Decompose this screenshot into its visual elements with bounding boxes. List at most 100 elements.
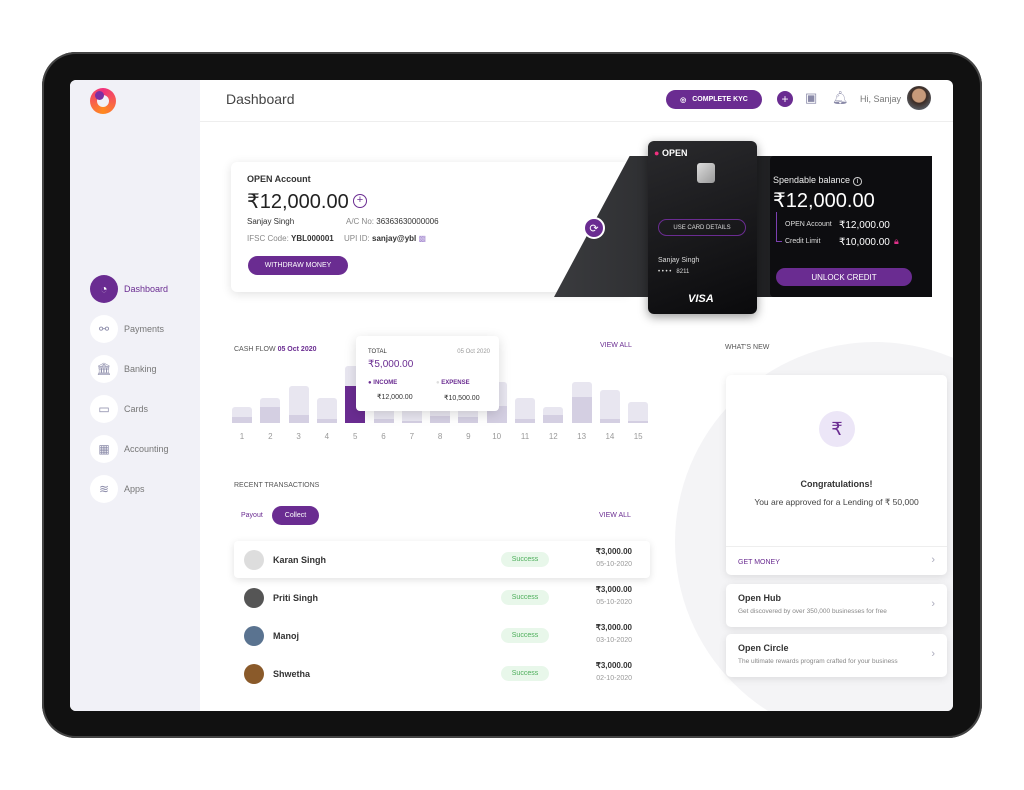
open-logo-icon: ● <box>654 148 660 158</box>
info-icon[interactable]: i <box>852 177 863 186</box>
sidebar-item-accounting[interactable]: ▦ Accounting <box>90 434 200 464</box>
get-money-label: GET MONEY <box>738 559 780 566</box>
bar-inner-14 <box>599 419 620 423</box>
bar-inner-9 <box>458 417 479 423</box>
layers-icon: ≋ <box>90 475 118 503</box>
avatar <box>244 625 264 646</box>
tab-payout[interactable]: Payout <box>241 512 263 519</box>
bell-icon[interactable]: 🔔︎ <box>832 90 849 105</box>
credit-limit-label: Credit Limit <box>785 238 821 245</box>
status-badge: Success <box>501 628 549 643</box>
status-badge: Success <box>501 552 549 567</box>
x-tick-label: 15 <box>633 432 643 441</box>
chevron-right-icon: › <box>931 598 935 610</box>
bar-11[interactable] <box>515 398 535 423</box>
cashflow-date[interactable]: 05 Oct 2020 <box>277 346 317 353</box>
bar-3[interactable] <box>288 386 309 423</box>
card-last4: 8211 <box>676 269 690 275</box>
transaction-amount: ₹3,000.00 <box>595 623 632 632</box>
bar-inner-2 <box>260 407 281 423</box>
open-account-amount: ₹12,000.00 <box>839 220 890 231</box>
x-tick-label: 9 <box>466 432 471 441</box>
open-hub-desc: Get discovered by over 350,000 businesse… <box>738 608 887 615</box>
bar-14[interactable] <box>599 390 620 423</box>
account-balance: ₹12,000.00 <box>247 191 349 213</box>
chevron-right-icon: › <box>931 554 935 566</box>
complete-kyc-button[interactable]: ◎ COMPLETE KYC <box>666 90 762 109</box>
speedometer-icon: ◔ <box>90 275 118 303</box>
payments-icon: ⚯ <box>90 315 118 343</box>
open-circle-card[interactable]: Open Circle The ultimate rewards program… <box>726 634 947 677</box>
transaction-amount: ₹3,000.00 <box>595 661 632 670</box>
x-tick-label: 6 <box>381 432 386 441</box>
transaction-date: 05-10-2020 <box>596 599 632 606</box>
card-brand: OPEN <box>661 148 688 158</box>
transaction-date: 05-10-2020 <box>596 561 632 568</box>
sidebar-item-payments[interactable]: ⚯ Payments <box>90 314 200 344</box>
x-tick-label: 3 <box>296 432 301 441</box>
tooltip-expense: ₹10,500.00 <box>444 395 480 402</box>
tooltip-income: ₹12,000.00 <box>377 394 413 401</box>
bar-inner-3 <box>288 415 309 423</box>
use-card-details-button[interactable]: USE CARD DETAILS <box>658 219 746 236</box>
transaction-row[interactable]: Karan Singh Success ₹3,000.00 05-10-2020 <box>234 541 650 578</box>
x-tick-label: 10 <box>492 432 502 441</box>
bar-4[interactable] <box>316 398 337 423</box>
x-tick-label: 12 <box>548 432 558 441</box>
spendable-balance-panel: Spendable balance i ₹12,000.00 OPEN Acco… <box>770 156 932 297</box>
qr-code-icon[interactable]: ▩ <box>418 234 427 243</box>
bar-15[interactable] <box>628 402 649 423</box>
bar-inner-7 <box>401 421 422 423</box>
account-holder: Sanjay Singh <box>247 217 295 226</box>
cashflow-tooltip: TOTAL 05 Oct 2020 ₹5,000.00 ● INCOME ₹12… <box>356 336 499 411</box>
open-account-label: OPEN Account <box>785 221 832 228</box>
add-money-icon[interactable]: + <box>353 194 367 208</box>
tab-collect[interactable]: Collect <box>272 506 319 525</box>
user-avatar[interactable] <box>907 86 931 110</box>
open-logo[interactable] <box>90 88 116 114</box>
cashflow-view-all[interactable]: VIEW ALL <box>600 342 632 349</box>
app-screen: ◔ Dashboard ⚯ Payments 🏛 Banking ▭ Cards ▦ Ac… <box>70 80 953 711</box>
sidebar-item-cards[interactable]: ▭ Cards <box>90 394 200 424</box>
sidebar: ◔ Dashboard ⚯ Payments 🏛 Banking ▭ Cards ▦ Ac… <box>70 80 200 711</box>
transaction-name: Shwetha <box>273 668 311 679</box>
lending-message: You are approved for a Lending of ₹ 50,0… <box>754 497 919 507</box>
transactions-view-all[interactable]: VIEW ALL <box>599 512 631 519</box>
tooltip-income-label: INCOME <box>373 380 398 386</box>
transaction-row[interactable]: Manoj Success ₹3,000.00 03-10-2020 <box>234 617 650 654</box>
transaction-date: 02-10-2020 <box>596 675 632 682</box>
avatar <box>244 663 264 684</box>
contacts-icon[interactable]: ▣ <box>805 90 818 105</box>
get-money-link[interactable]: GET MONEY › <box>726 546 947 575</box>
bar-inner-12 <box>543 415 564 423</box>
transaction-row[interactable]: Shwetha Success ₹3,000.00 02-10-2020 <box>234 655 650 692</box>
tooltip-expense-label: EXPENSE <box>441 380 470 386</box>
swap-icon[interactable]: ⟳ <box>583 217 605 239</box>
bar-inner-15 <box>628 421 649 423</box>
unlock-credit-button[interactable]: UNLOCK CREDIT <box>776 268 912 286</box>
add-button[interactable]: + <box>777 91 793 107</box>
upi-id: sanjay@ybl <box>372 234 417 243</box>
card-icon: ▭ <box>90 395 118 423</box>
x-tick-label: 4 <box>324 432 330 441</box>
x-tick-label: 13 <box>577 432 587 441</box>
withdraw-money-button[interactable]: WITHDRAW MONEY <box>248 256 348 275</box>
avatar <box>244 587 264 608</box>
whats-new-title: WHAT'S NEW <box>725 344 770 351</box>
calculator-icon: ▦ <box>90 435 118 463</box>
open-hub-card[interactable]: Open Hub Get discovered by over 350,000 … <box>726 584 947 627</box>
spendable-amount: ₹12,000.00 <box>773 190 875 212</box>
sidebar-item-banking[interactable]: 🏛 Banking <box>90 354 200 384</box>
transaction-row[interactable]: Priti Singh Success ₹3,000.00 05-10-2020 <box>234 579 650 616</box>
status-badge: Success <box>501 590 549 605</box>
x-tick-label: 11 <box>520 432 530 441</box>
header: Dashboard ◎ COMPLETE KYC + ▣ 🔔︎ Hi, Sanja… <box>200 80 953 122</box>
credit-limit-amount: ₹10,000.00 <box>839 237 890 248</box>
lock-icon: 🔒︎ <box>894 236 899 246</box>
avatar <box>244 549 264 570</box>
sidebar-item-dashboard[interactable]: ◔ Dashboard <box>90 274 200 304</box>
x-tick-label: 8 <box>437 432 443 441</box>
bar-inner-13 <box>571 397 592 423</box>
sidebar-item-apps[interactable]: ≋ Apps <box>90 474 200 504</box>
chevron-right-icon: › <box>931 648 935 660</box>
